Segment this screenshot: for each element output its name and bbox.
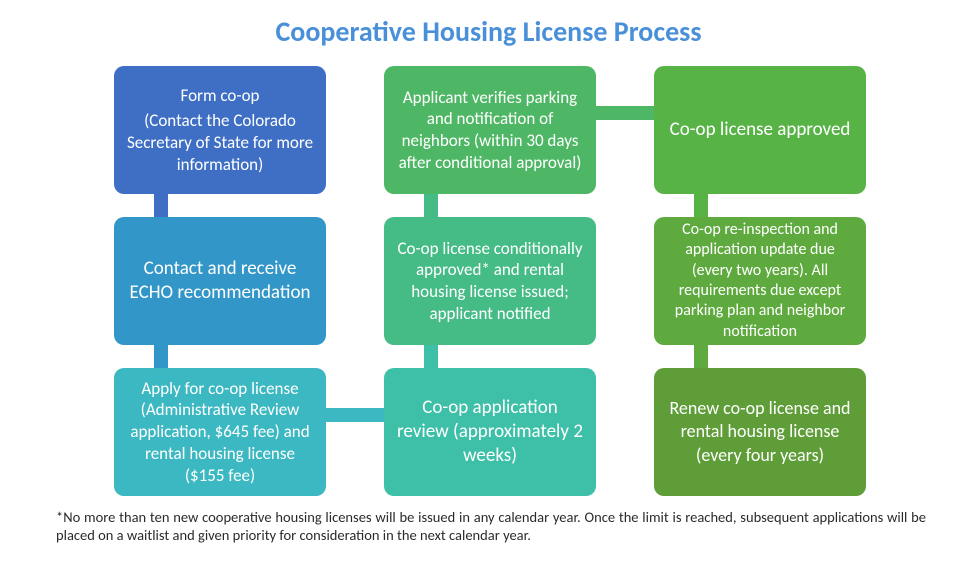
process-step-n1: Form co-op(Contact the Colorado Secretar… (114, 66, 326, 194)
process-step-n6: Applicant verifies parking and notificat… (384, 66, 596, 194)
process-step-label: Renew co-op license and rental housing l… (666, 397, 854, 466)
process-step-n4: Co-op application review (approximately … (384, 368, 596, 496)
process-step-label: Co-op license approved (670, 118, 851, 142)
footnote: *No more than ten new cooperative housin… (56, 508, 926, 544)
connector-n8-n9 (694, 345, 708, 368)
process-step-n2: Contact and receive ECHO recommendation (114, 217, 326, 345)
connector-n4-n5 (424, 345, 438, 368)
connector-n2-n3 (154, 345, 168, 368)
process-step-label: Co-op license conditionally approved* an… (396, 238, 584, 325)
diagram-title: Cooperative Housing License Process (0, 14, 977, 49)
process-step-label: Form co-op(Contact the Colorado Secretar… (126, 85, 314, 176)
connector-n7-n8 (694, 194, 708, 217)
process-step-label: Co-op re-inspection and application upda… (666, 220, 854, 343)
connector-n6-n7 (596, 106, 654, 120)
process-step-n7: Co-op license approved (654, 66, 866, 194)
connector-n1-n2 (154, 194, 168, 217)
connector-n5-n6 (424, 194, 438, 217)
process-step-n9: Renew co-op license and rental housing l… (654, 368, 866, 496)
connector-n3-n4 (326, 408, 384, 422)
process-step-n3: Apply for co-op license (Administrative … (114, 368, 326, 496)
process-step-label: Applicant verifies parking and notificat… (396, 87, 584, 174)
process-step-n5: Co-op license conditionally approved* an… (384, 217, 596, 345)
process-step-label: Co-op application review (approximately … (396, 396, 584, 469)
process-step-n8: Co-op re-inspection and application upda… (654, 217, 866, 345)
process-step-label: Apply for co-op license (Administrative … (126, 378, 314, 487)
process-step-label: Contact and receive ECHO recommendation (126, 257, 314, 306)
